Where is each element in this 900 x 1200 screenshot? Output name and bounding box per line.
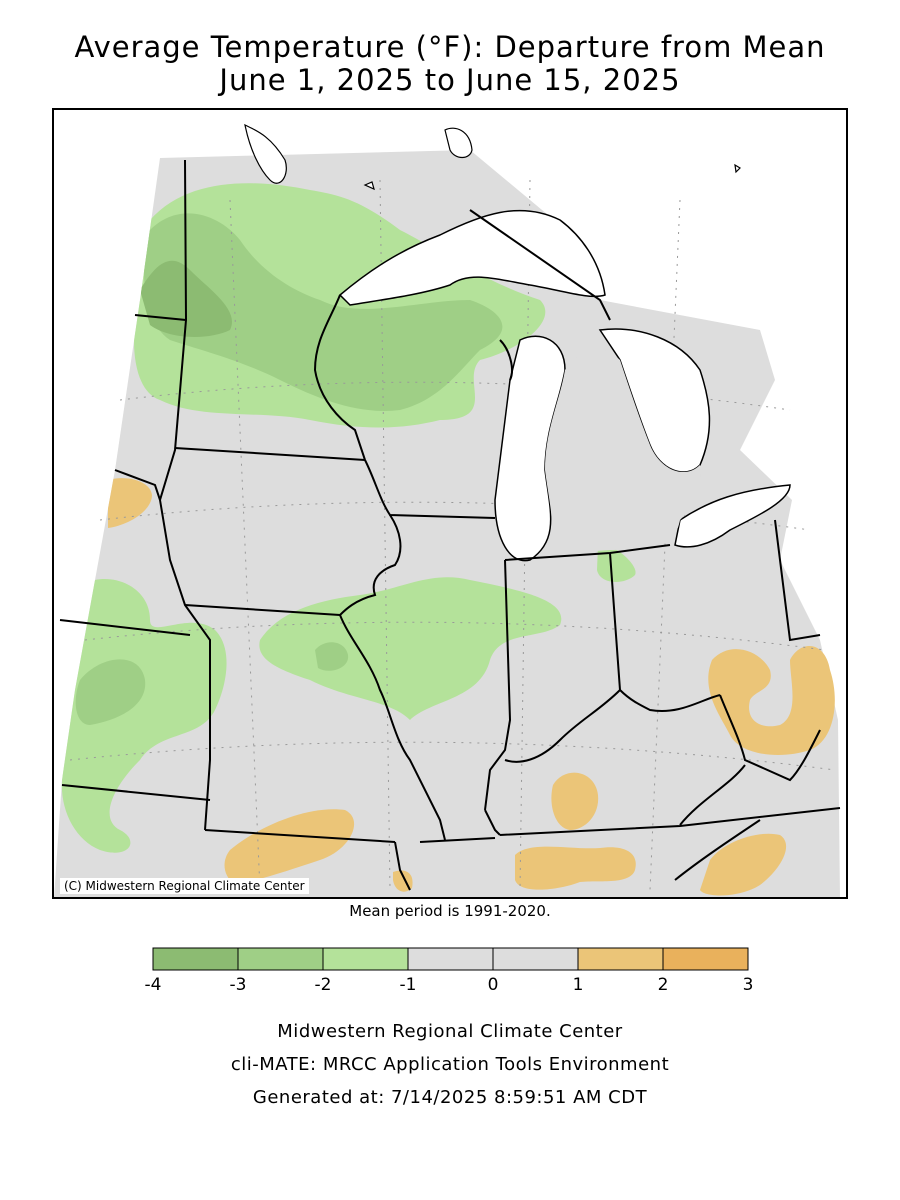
lake-superior xyxy=(338,209,606,306)
legend-colorbar xyxy=(152,947,749,971)
footer-organization: Midwestern Regional Climate Center xyxy=(277,1021,623,1042)
legend-bin xyxy=(237,947,324,971)
legend-bin xyxy=(662,947,749,971)
lower-michigan xyxy=(540,349,701,555)
lake-erie xyxy=(674,484,791,548)
warm-region-nw xyxy=(108,478,152,528)
state-boundaries xyxy=(59,159,841,891)
legend-bin xyxy=(407,947,494,971)
legend-tick-label: -1 xyxy=(399,975,417,995)
map-date-range: June 1, 2025 to June 15, 2025 xyxy=(219,63,681,97)
lake-michigan xyxy=(494,335,566,562)
cool-region-west-core xyxy=(75,659,146,725)
footer-generated: Generated at: 7/14/2025 8:59:51 AM CDT xyxy=(252,1087,648,1108)
cool-region-west xyxy=(61,579,227,853)
legend-tick-label: 2 xyxy=(657,975,669,995)
footer-tool: cli-MATE: MRCC Application Tools Environ… xyxy=(230,1054,670,1075)
cool-region-central xyxy=(259,577,562,720)
cool-region-north-core xyxy=(144,213,503,411)
legend-bin xyxy=(577,947,664,971)
legend-tick-label: -3 xyxy=(229,975,247,995)
warm-region-ohio xyxy=(708,646,835,755)
legend-tick-label: -2 xyxy=(314,975,332,995)
anomaly-shading xyxy=(61,183,835,896)
warm-region-kentucky xyxy=(551,772,599,830)
legend-tick-label: 0 xyxy=(487,975,499,995)
legend-bin xyxy=(492,947,579,971)
lake-huron xyxy=(598,328,711,473)
map-title: Average Temperature (°F): Departure from… xyxy=(74,30,826,64)
map-credit: (C) Midwestern Regional Climate Center xyxy=(60,878,309,894)
legend-bin xyxy=(322,947,409,971)
cool-region-illinois-core xyxy=(315,642,349,671)
map-border xyxy=(52,108,848,899)
legend-tick-label: 3 xyxy=(742,975,754,995)
legend-tick-label: 1 xyxy=(572,975,584,995)
legend-tick-label: -4 xyxy=(144,975,162,995)
warm-region-southeast xyxy=(700,833,787,896)
northern-coastline xyxy=(244,123,741,191)
warm-region-missouri xyxy=(224,809,355,885)
warm-region-south xyxy=(515,846,636,890)
legend-bin xyxy=(152,947,239,971)
great-lakes xyxy=(338,209,791,562)
mean-period-note: Mean period is 1991-2020. xyxy=(349,902,551,920)
